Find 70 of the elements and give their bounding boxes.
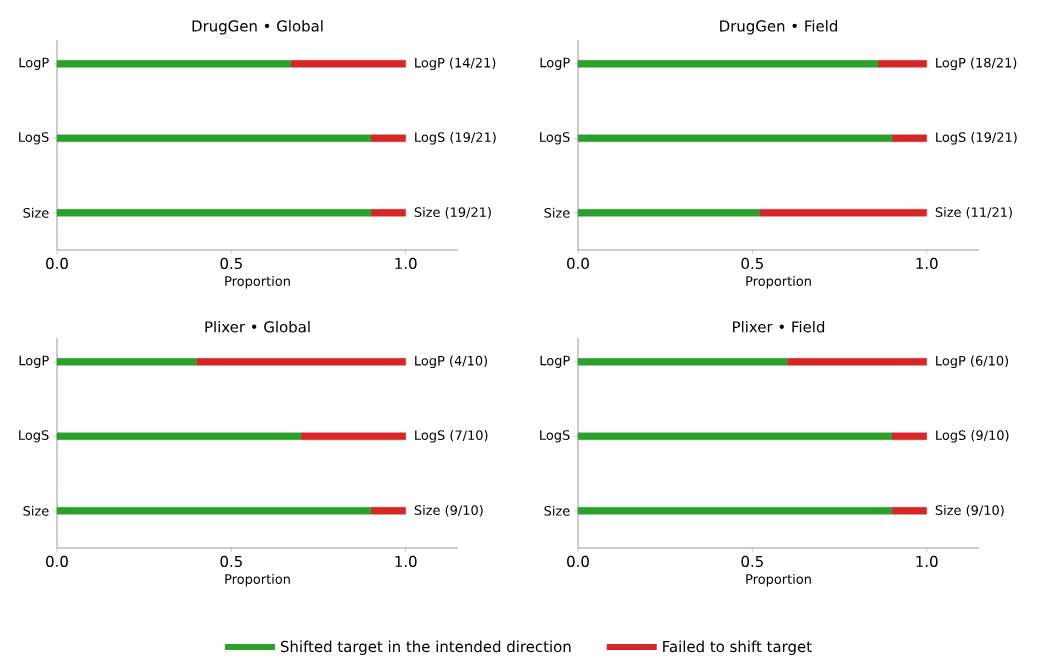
x-tick-label: 0.5 [741, 257, 763, 270]
annotation: LogS (19/21) [415, 132, 496, 145]
chart-title: DrugGen • Global [192, 20, 323, 35]
x-axis-title: Proportion [225, 275, 290, 289]
x-tick-label: 1.0 [916, 257, 938, 270]
x-tick-label: 0.0 [46, 257, 68, 270]
annotation: LogP (18/21) [936, 57, 1017, 71]
annotation: LogP (4/10) [415, 355, 488, 369]
bar [56, 60, 291, 68]
annotation: LogP (6/10) [936, 355, 1009, 369]
bar [56, 358, 197, 366]
annotation: LogS (7/10) [415, 430, 488, 443]
x-tick-label: 0.0 [46, 555, 68, 568]
bar [577, 60, 879, 68]
x-axis-title: Proportion [746, 573, 811, 587]
bar [891, 507, 927, 515]
bar [577, 432, 893, 440]
bar [577, 134, 893, 142]
x-tick-label: 1.0 [395, 555, 417, 568]
annotation: Size (19/21) [414, 206, 491, 219]
bar [56, 507, 372, 515]
x-tick-label: 0.5 [220, 257, 242, 270]
bar [577, 358, 788, 366]
bar [759, 209, 927, 217]
bar [290, 60, 406, 68]
y-tick-label: Size [23, 207, 49, 218]
annotation: Size (11/21) [935, 206, 1012, 219]
x-tick-label: 1.0 [395, 257, 417, 270]
x-axis-title: Proportion [746, 275, 811, 289]
y-tick-label: LogS [540, 132, 570, 145]
bar [877, 60, 927, 68]
bar [891, 432, 927, 440]
chart-title: Plixer • Field [733, 320, 825, 333]
bar [891, 134, 927, 142]
bar [370, 507, 406, 515]
bar [56, 432, 302, 440]
chart-title: DrugGen • Field [720, 20, 837, 35]
legend-label: Shifted target in the intended direction [280, 640, 571, 656]
y-tick-label: LogS [19, 430, 49, 443]
y-tick-label: LogP [19, 355, 49, 368]
y-tick-label: Size [23, 505, 49, 516]
chart-title: Plixer • Global [205, 320, 310, 333]
y-tick-label: LogS [540, 430, 570, 443]
bar [787, 358, 927, 366]
x-axis-title: Proportion [225, 573, 290, 587]
x-tick-label: 0.5 [741, 555, 763, 568]
annotation: LogS (19/21) [936, 132, 1017, 145]
x-tick-label: 1.0 [916, 555, 938, 568]
bar [370, 134, 406, 142]
annotation: LogP (14/21) [415, 57, 496, 71]
bar [577, 209, 760, 217]
legend-label: Failed to shift target [663, 640, 812, 656]
bar [56, 209, 372, 217]
bar [56, 134, 372, 142]
y-tick-label: Size [544, 207, 570, 218]
x-tick-label: 0.0 [567, 257, 589, 270]
x-tick-label: 0.5 [220, 555, 242, 568]
bar [370, 209, 406, 217]
y-tick-label: LogS [19, 132, 49, 145]
bar [196, 358, 406, 366]
bar [577, 507, 893, 515]
annotation: Size (9/10) [414, 504, 483, 517]
y-tick-label: LogP [540, 355, 570, 368]
annotation: LogS (9/10) [936, 430, 1009, 443]
annotation: Size (9/10) [935, 504, 1004, 517]
y-tick-label: LogP [540, 57, 570, 70]
y-tick-label: Size [544, 505, 570, 516]
bar [300, 432, 406, 440]
x-tick-label: 0.0 [567, 555, 589, 568]
y-tick-label: LogP [19, 57, 49, 70]
